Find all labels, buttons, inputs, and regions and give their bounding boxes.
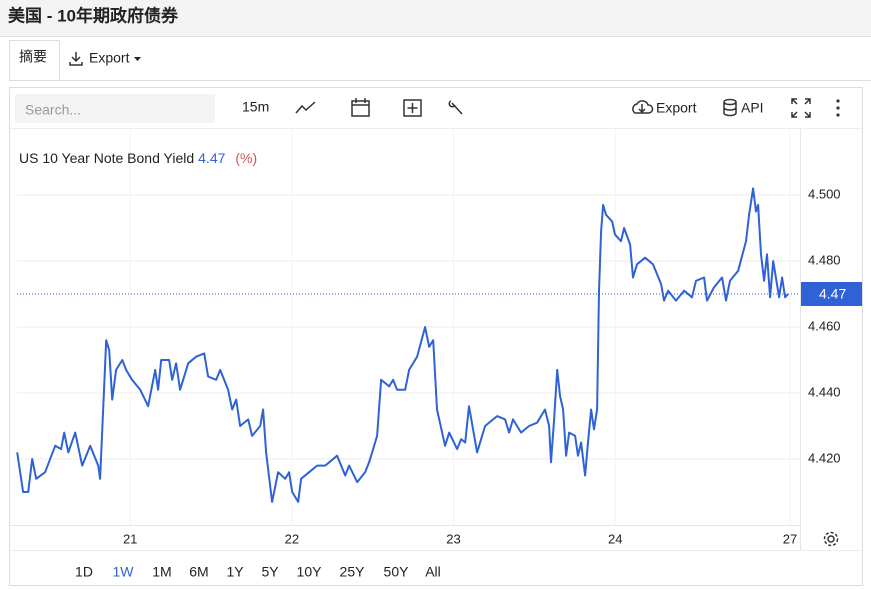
legend-value: 4.47 <box>198 150 225 166</box>
grid <box>17 129 800 525</box>
interval[interactable]: 15m <box>242 99 269 115</box>
x-tick-label: 27 <box>783 531 797 546</box>
calendar-icon[interactable] <box>351 98 370 117</box>
y-tick-label: 4.500 <box>808 186 841 201</box>
range-buttons: 1D 1W 1M 6M 1Y 5Y 10Y 25Y 50Y All <box>75 564 441 580</box>
chart-widget <box>9 87 863 586</box>
range-button[interactable]: All <box>425 564 441 580</box>
legend: US 10 Year Note Bond Yield 4.47 (%) <box>19 150 257 166</box>
plot <box>16 187 800 503</box>
fullscreen-icon[interactable] <box>791 98 811 118</box>
tab-active[interactable] <box>9 40 60 81</box>
legend-series: US 10 Year Note Bond Yield <box>19 150 194 166</box>
export-button[interactable]: Export <box>656 100 697 116</box>
more-icon[interactable] <box>836 99 840 117</box>
legend-unit: (%) <box>235 150 257 166</box>
x-tick-label: 24 <box>608 531 622 546</box>
title-bar <box>0 0 871 36</box>
range-button[interactable]: 10Y <box>297 564 323 580</box>
range-button[interactable]: 50Y <box>384 564 410 580</box>
range-button[interactable]: 1W <box>113 564 135 580</box>
tab-export[interactable]: Export <box>89 50 130 66</box>
series-line <box>16 187 789 503</box>
last-value-label: 4.47 <box>819 286 846 302</box>
x-tick-label: 23 <box>446 531 460 546</box>
x-tick-label: 21 <box>123 531 137 546</box>
range-button[interactable]: 1Y <box>226 564 244 580</box>
line-type-icon[interactable] <box>295 101 316 114</box>
range-button[interactable]: 25Y <box>340 564 366 580</box>
range-button[interactable]: 1M <box>152 564 171 580</box>
api-icon <box>723 98 737 117</box>
y-tick-label: 4.480 <box>808 252 841 267</box>
search-box[interactable] <box>15 94 215 123</box>
y-tick-label: 4.440 <box>808 384 841 399</box>
tab-summary[interactable]: 摘要 <box>19 49 47 65</box>
page-title: 美国 - 10年期政府债券 <box>8 5 179 25</box>
api-button[interactable]: API <box>741 100 764 116</box>
caret <box>134 57 141 61</box>
y-tick-label: 4.460 <box>808 318 841 333</box>
add-icon[interactable] <box>403 99 422 117</box>
range-button[interactable]: 1D <box>75 564 93 580</box>
range-button[interactable]: 6M <box>189 564 208 580</box>
export-icon[interactable] <box>632 100 654 114</box>
download-icon <box>69 52 83 66</box>
last-value-box <box>801 282 862 306</box>
settings-icon[interactable] <box>448 100 463 115</box>
gear-icon[interactable] <box>823 531 839 547</box>
range-button[interactable]: 5Y <box>261 564 279 580</box>
y-tick-label: 4.420 <box>808 450 841 465</box>
x-tick-label: 22 <box>285 531 299 546</box>
search-placeholder: Search... <box>25 102 81 118</box>
